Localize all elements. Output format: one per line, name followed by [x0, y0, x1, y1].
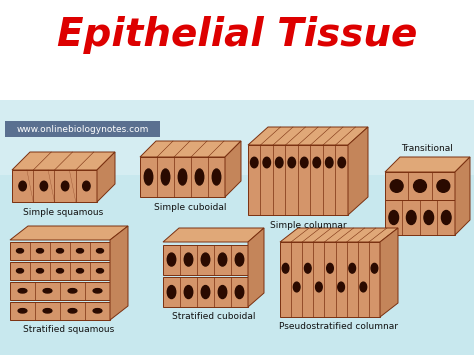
Ellipse shape: [201, 253, 210, 266]
Text: Stratified squamous: Stratified squamous: [23, 325, 115, 334]
Polygon shape: [385, 157, 470, 172]
Ellipse shape: [18, 289, 27, 293]
Polygon shape: [380, 228, 398, 317]
Ellipse shape: [389, 211, 399, 224]
Ellipse shape: [68, 308, 77, 313]
Ellipse shape: [93, 308, 102, 313]
Ellipse shape: [338, 282, 345, 292]
Ellipse shape: [43, 308, 52, 313]
Bar: [5, 121, 160, 137]
Ellipse shape: [424, 211, 434, 224]
Ellipse shape: [250, 157, 258, 168]
Ellipse shape: [17, 248, 24, 253]
Ellipse shape: [326, 157, 333, 168]
Ellipse shape: [371, 263, 378, 273]
Ellipse shape: [93, 289, 102, 293]
Bar: [12, 170, 97, 202]
Ellipse shape: [43, 289, 52, 293]
Ellipse shape: [360, 282, 367, 292]
Bar: [10, 262, 110, 280]
Ellipse shape: [263, 157, 271, 168]
Ellipse shape: [414, 180, 427, 192]
Bar: [280, 242, 380, 317]
Polygon shape: [97, 152, 115, 202]
Ellipse shape: [184, 253, 193, 266]
Polygon shape: [348, 127, 368, 215]
Text: Stratified cuboidal: Stratified cuboidal: [172, 312, 255, 321]
Polygon shape: [280, 228, 398, 242]
Polygon shape: [455, 157, 470, 235]
Polygon shape: [10, 226, 128, 240]
Ellipse shape: [235, 285, 244, 299]
Ellipse shape: [201, 285, 210, 299]
Text: Simple squamous: Simple squamous: [23, 208, 104, 217]
Ellipse shape: [56, 248, 64, 253]
Bar: [163, 245, 248, 274]
Ellipse shape: [56, 269, 64, 273]
Ellipse shape: [195, 169, 204, 185]
Polygon shape: [163, 228, 264, 242]
Ellipse shape: [304, 263, 311, 273]
Bar: [0, 100, 474, 175]
Ellipse shape: [288, 157, 295, 168]
Ellipse shape: [36, 269, 44, 273]
Text: Simple cuboidal: Simple cuboidal: [154, 203, 227, 212]
Ellipse shape: [218, 285, 227, 299]
Ellipse shape: [97, 248, 103, 253]
Text: Pseudostratified columnar: Pseudostratified columnar: [280, 322, 399, 331]
Polygon shape: [12, 152, 115, 170]
Text: Simple columnar: Simple columnar: [270, 221, 346, 230]
Ellipse shape: [235, 253, 244, 266]
Bar: [385, 172, 455, 200]
Ellipse shape: [68, 289, 77, 293]
Ellipse shape: [406, 211, 416, 224]
Bar: [163, 277, 248, 307]
Bar: [385, 200, 455, 235]
Ellipse shape: [282, 263, 289, 273]
Bar: [10, 302, 110, 320]
Ellipse shape: [62, 181, 69, 191]
Bar: [10, 282, 110, 300]
Ellipse shape: [316, 282, 322, 292]
Ellipse shape: [338, 157, 346, 168]
Ellipse shape: [313, 157, 320, 168]
Ellipse shape: [441, 211, 451, 224]
Ellipse shape: [82, 181, 90, 191]
Bar: [140, 157, 225, 197]
Polygon shape: [248, 228, 264, 307]
Ellipse shape: [349, 263, 356, 273]
Ellipse shape: [161, 169, 170, 185]
Ellipse shape: [212, 169, 221, 185]
Ellipse shape: [97, 269, 103, 273]
Ellipse shape: [144, 169, 153, 185]
Ellipse shape: [167, 253, 176, 266]
Polygon shape: [110, 226, 128, 320]
Ellipse shape: [275, 157, 283, 168]
Bar: [0, 100, 474, 355]
Bar: [10, 242, 110, 260]
Ellipse shape: [36, 248, 44, 253]
Ellipse shape: [167, 285, 176, 299]
Polygon shape: [248, 127, 368, 145]
Polygon shape: [225, 141, 241, 197]
Text: www.onlinebiologynotes.com: www.onlinebiologynotes.com: [16, 125, 149, 133]
Ellipse shape: [19, 181, 27, 191]
Polygon shape: [140, 141, 241, 157]
Ellipse shape: [40, 181, 47, 191]
Bar: [248, 145, 348, 215]
Ellipse shape: [218, 253, 227, 266]
Ellipse shape: [17, 269, 24, 273]
Text: Epithelial Tissue: Epithelial Tissue: [57, 16, 417, 54]
Ellipse shape: [178, 169, 187, 185]
Ellipse shape: [327, 263, 333, 273]
Ellipse shape: [184, 285, 193, 299]
Ellipse shape: [18, 308, 27, 313]
Ellipse shape: [76, 269, 83, 273]
Ellipse shape: [390, 180, 403, 192]
Ellipse shape: [293, 282, 300, 292]
Ellipse shape: [301, 157, 308, 168]
Ellipse shape: [76, 248, 83, 253]
Text: Transitional: Transitional: [401, 144, 454, 153]
Ellipse shape: [437, 180, 450, 192]
